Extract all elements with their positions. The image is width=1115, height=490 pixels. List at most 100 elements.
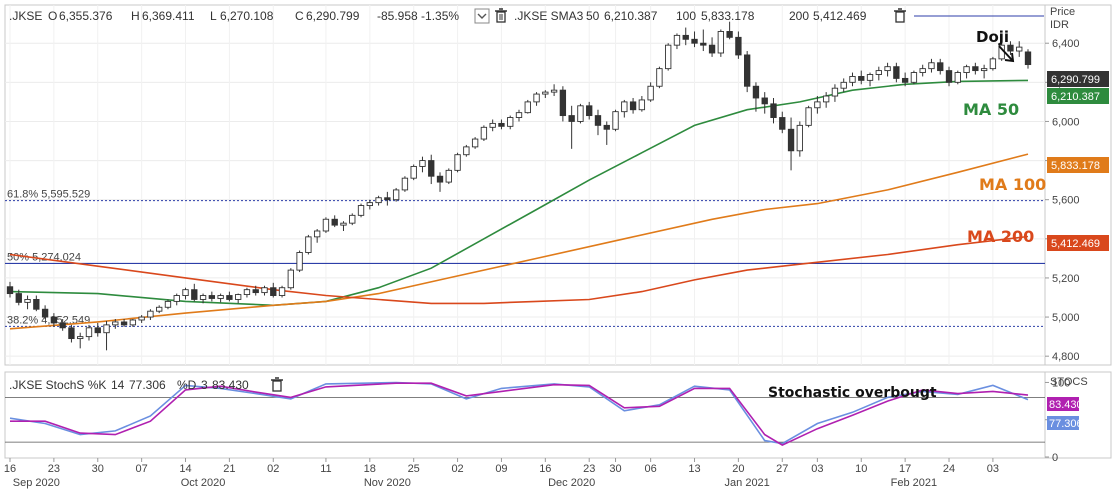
candle-body — [366, 202, 373, 207]
candle-body — [849, 76, 856, 83]
candle — [937, 58, 944, 75]
candle-body — [6, 286, 14, 295]
candle — [410, 164, 417, 181]
candle — [138, 315, 145, 323]
candle-body — [445, 169, 452, 183]
candle-body — [621, 101, 628, 113]
candle — [384, 191, 391, 206]
doji-label: Doji — [976, 28, 1009, 46]
candle-body — [59, 322, 66, 329]
stoch-d-tag: 83.430 — [1049, 399, 1083, 411]
low-key: L — [210, 9, 217, 23]
x-tick-label: 09 — [495, 463, 507, 475]
candle-body — [392, 189, 400, 201]
high-key: H — [131, 9, 140, 23]
candle-body — [691, 38, 698, 44]
x-tick-label: 06 — [645, 463, 657, 475]
candle — [15, 289, 22, 306]
candle-body — [182, 289, 189, 296]
candle-body — [559, 89, 567, 117]
stoch-delete-trash-icon[interactable] — [271, 377, 283, 392]
candle — [322, 217, 330, 233]
candle-body — [787, 128, 795, 152]
candlesticks — [6, 21, 1032, 351]
candle-body — [305, 236, 312, 253]
candle-body — [1007, 44, 1014, 52]
candle-body — [419, 160, 426, 167]
candle-body — [568, 115, 575, 122]
price-gridlines — [5, 5, 1045, 365]
candle — [963, 64, 970, 79]
stoch-annotation: Stochastic overbougt — [768, 385, 937, 401]
candle-body — [937, 62, 944, 72]
candle-body — [138, 316, 145, 321]
candle-body — [401, 177, 409, 191]
collapse-toggle-icon[interactable] — [474, 8, 490, 24]
candle — [349, 213, 356, 226]
candle — [6, 281, 14, 298]
candle-body — [498, 122, 505, 127]
stoch-axis-panel — [1044, 371, 1112, 459]
candle-body — [550, 89, 558, 93]
candle-body — [322, 218, 330, 232]
candle — [726, 21, 733, 40]
candle — [708, 37, 716, 57]
candle — [436, 172, 444, 192]
candle — [559, 86, 567, 122]
price-axis-panel — [1044, 4, 1112, 366]
stoch-tick-label: 100 — [1052, 377, 1070, 389]
candle-body — [726, 31, 733, 38]
candle-body — [463, 146, 470, 156]
candle-body — [507, 117, 514, 127]
candle — [603, 121, 610, 145]
candle-body — [217, 295, 224, 299]
sma100-value: 5,833.178 — [701, 9, 755, 23]
candle — [331, 215, 338, 228]
ma-line-50 — [9, 79, 1029, 307]
candle-body — [129, 319, 137, 326]
candle-body — [928, 62, 935, 70]
candle — [858, 70, 865, 85]
delete-trash-icon[interactable] — [495, 8, 507, 23]
candle — [182, 287, 189, 300]
candle — [41, 305, 49, 320]
candle — [147, 309, 154, 320]
candle — [954, 70, 961, 85]
price-tick-label: 5,200 — [1052, 273, 1080, 285]
candle — [375, 195, 382, 206]
ma200-label: MA 200 — [967, 227, 1034, 246]
candle — [313, 229, 321, 243]
x-tick-label: 30 — [92, 463, 104, 475]
x-tick-label: 23 — [48, 463, 60, 475]
candle-body — [708, 44, 716, 54]
high-value: 6,369.411 — [142, 9, 195, 23]
x-tick-label: 16 — [539, 463, 551, 475]
x-tick-label: 02 — [451, 463, 463, 475]
doji-arrowhead-icon — [1004, 52, 1015, 63]
candle-body — [989, 58, 997, 70]
candle-body — [208, 295, 216, 299]
candle-body — [436, 175, 444, 183]
candle-body — [296, 252, 303, 271]
candle — [638, 96, 646, 112]
candle-body — [15, 293, 22, 303]
candle-body — [191, 289, 198, 300]
candle — [533, 92, 540, 106]
candle-body — [822, 95, 830, 103]
candle-body — [656, 68, 663, 87]
candle-body — [717, 31, 725, 54]
stoch-line-pct-d — [10, 382, 1029, 447]
candle — [840, 78, 847, 93]
ma-line-200 — [9, 235, 1029, 305]
candle-body — [770, 103, 777, 118]
x-tick-label: 07 — [136, 463, 148, 475]
candle — [278, 285, 286, 298]
fib-level-label: 50% 5,274.024 — [7, 251, 81, 263]
x-tick-label: 02 — [267, 463, 279, 475]
x-tick-label: 14 — [179, 463, 191, 475]
candle — [235, 293, 242, 304]
candle — [717, 29, 725, 57]
candle-body — [41, 308, 49, 318]
sma-delete-trash-icon[interactable] — [894, 8, 906, 23]
candle-body — [972, 66, 979, 72]
